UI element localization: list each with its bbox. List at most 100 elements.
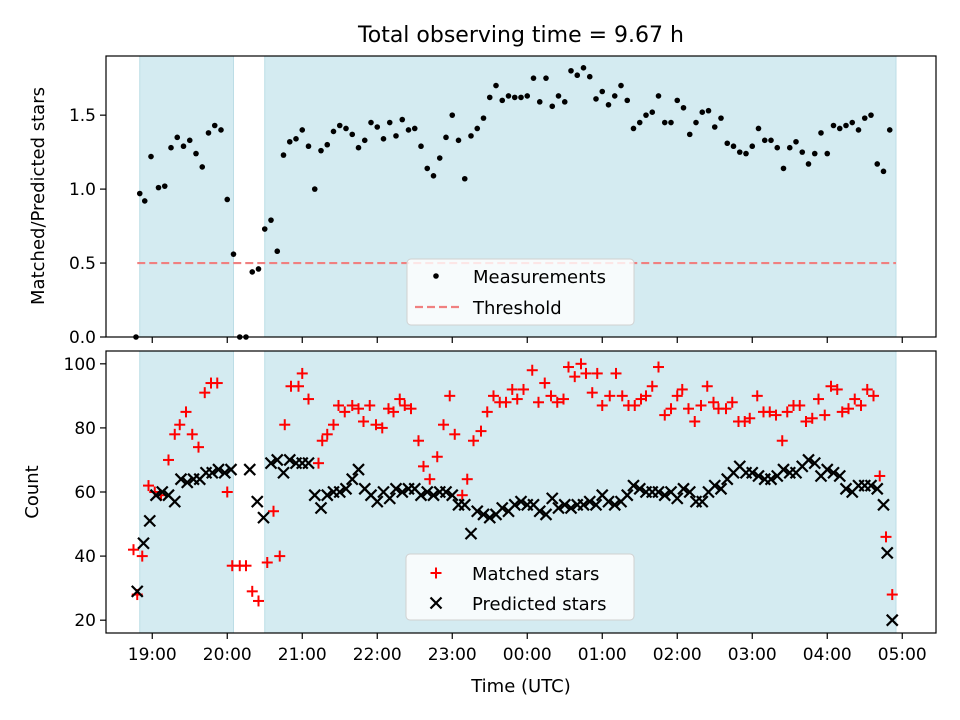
measurement-point: [343, 125, 349, 132]
cross-b: [714, 482, 728, 496]
matched-star-point: [328, 419, 339, 431]
measurement-point: [868, 112, 874, 118]
matched-star-point: [640, 390, 652, 402]
predicted-star-point: [270, 453, 284, 467]
measurement-point: [568, 67, 574, 74]
matched-star-point: [580, 367, 592, 379]
measurement-point: [799, 149, 806, 155]
measurement-point: [386, 119, 393, 126]
cross-b: [445, 488, 459, 502]
legend-label-predicted: Predicted stars: [472, 594, 606, 615]
matched-star-point: [353, 403, 364, 415]
measurement-point: [774, 144, 781, 151]
predicted-star-point: [558, 498, 572, 512]
matched-star-point: [488, 390, 499, 402]
cross-b: [395, 485, 409, 499]
measurement-point: [436, 155, 443, 161]
matched-star-point: [431, 451, 443, 463]
figure-title: Total observing time = 9.67 h: [357, 23, 684, 48]
cross-b: [864, 479, 878, 492]
matched-star-point: [751, 390, 763, 402]
measurement-point: [611, 93, 618, 99]
measurement-point: [136, 190, 143, 197]
predicted-star-point: [243, 463, 257, 476]
predicted-star-point: [545, 492, 559, 505]
predicted-star-point: [224, 463, 238, 476]
measurement-point: [205, 130, 212, 136]
measurement-point: [593, 96, 599, 102]
measurement-point: [586, 73, 593, 80]
cross-b: [633, 482, 647, 496]
cross-b: [205, 466, 219, 480]
predicted-star-point: [383, 492, 397, 505]
matched-star-point: [800, 416, 812, 427]
cross-b: [764, 472, 778, 486]
predicted-star-point: [777, 463, 790, 476]
matched-star-point: [665, 403, 677, 415]
matched-star-point: [558, 393, 569, 405]
matched-star-point: [405, 403, 417, 415]
predicted-star-point: [820, 463, 834, 476]
cross-b: [314, 501, 328, 515]
cross-b: [652, 485, 665, 499]
cross-b: [250, 495, 264, 508]
measurement-point: [836, 125, 843, 132]
cross-b: [708, 479, 722, 492]
matched-star-point: [316, 435, 328, 447]
measurement-point: [693, 119, 699, 126]
measurement-point: [761, 137, 768, 144]
predicted-star-point: [339, 482, 353, 496]
measurement-point: [668, 119, 674, 126]
predicted-star-point: [395, 485, 409, 499]
matched-star-point: [346, 399, 358, 411]
predicted-star-point: [652, 485, 665, 499]
matched-star-point: [659, 409, 671, 421]
measurement-point: [299, 127, 306, 133]
cross-b: [464, 527, 478, 540]
predicted-star-point: [283, 453, 297, 467]
matched-star-point: [695, 399, 707, 411]
matched-star-point: [689, 416, 701, 427]
matched-star-point: [563, 361, 574, 373]
predicted-star-point: [633, 482, 647, 496]
matched-star-point: [569, 371, 581, 383]
cross-b: [620, 488, 634, 502]
cross-b: [514, 495, 528, 508]
cross-b: [339, 482, 353, 496]
measurement-point: [524, 93, 531, 99]
measurement-point: [255, 266, 262, 272]
measurement-point: [736, 149, 743, 155]
predicted-star-point: [564, 501, 578, 515]
matched-star-point: [221, 486, 233, 498]
matched-star-point: [855, 399, 867, 411]
predicted-star-point: [714, 482, 728, 496]
predicted-star-point: [168, 495, 182, 508]
measurement-point: [411, 125, 418, 132]
top-panel-frame: [105, 55, 937, 338]
predicted-stars-series: [130, 453, 899, 627]
legend-label-measurements: Measurements: [473, 267, 606, 288]
matched-star-point: [683, 403, 694, 415]
cross-b: [364, 488, 378, 502]
predicted-star-point: [445, 488, 459, 502]
cross-b: [358, 482, 372, 496]
cross-b: [808, 456, 822, 470]
matched-star-point: [376, 422, 388, 434]
measurement-point: [186, 137, 193, 144]
measurement-point: [368, 119, 374, 126]
measurement-point: [218, 127, 224, 133]
predicted-star-point: [708, 479, 722, 492]
cross-b: [683, 485, 697, 499]
matched-star-point: [438, 419, 449, 431]
cross-b: [870, 482, 884, 496]
measurement-point: [530, 75, 537, 81]
matched-star-point: [303, 393, 314, 405]
predicted-star-point: [752, 469, 765, 483]
measurement-point: [155, 184, 162, 191]
measurement-point: [536, 99, 543, 105]
cross-b: [377, 485, 390, 499]
measurement-point: [874, 161, 881, 167]
matched-star-point: [418, 460, 429, 472]
cross-b: [470, 504, 484, 518]
cross-b: [180, 476, 194, 489]
